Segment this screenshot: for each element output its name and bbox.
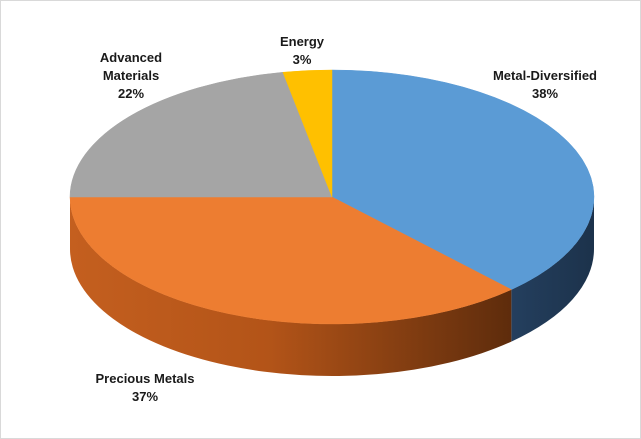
pie-category-label: Materials <box>103 68 159 83</box>
pie-label-advanced-materials: Advanced Materials 22% <box>100 50 162 101</box>
pie-label-energy: Energy 3% <box>280 34 325 67</box>
pie-category-label: Metal-Diversified <box>493 68 597 83</box>
pie-category-label: Precious Metals <box>96 371 195 386</box>
pie-label-metal-diversified: Metal-Diversified 38% <box>493 68 597 101</box>
pie-value-label: 38% <box>532 86 558 101</box>
pie-slice-energy <box>282 69 333 198</box>
pie-category-label: Energy <box>280 34 325 49</box>
pie-side-metal-diversified <box>511 197 594 342</box>
pie-side-precious-metals <box>70 197 512 376</box>
pie-value-label: 22% <box>118 86 144 101</box>
pie-labels: Metal-Diversified 38% Precious Metals 37% Ad… <box>96 34 598 404</box>
pie-sides <box>70 197 594 376</box>
pie-slice-advanced-materials <box>69 71 333 198</box>
pie-value-label: 37% <box>132 389 158 404</box>
pie-category-label: Advanced <box>100 50 162 65</box>
pie-slice-metal-diversified <box>331 69 595 290</box>
pie-label-precious-metals: Precious Metals 37% <box>96 371 195 404</box>
pie-value-label: 3% <box>293 52 312 67</box>
pie-tops <box>69 69 595 325</box>
pie-slice-precious-metals <box>69 196 512 325</box>
